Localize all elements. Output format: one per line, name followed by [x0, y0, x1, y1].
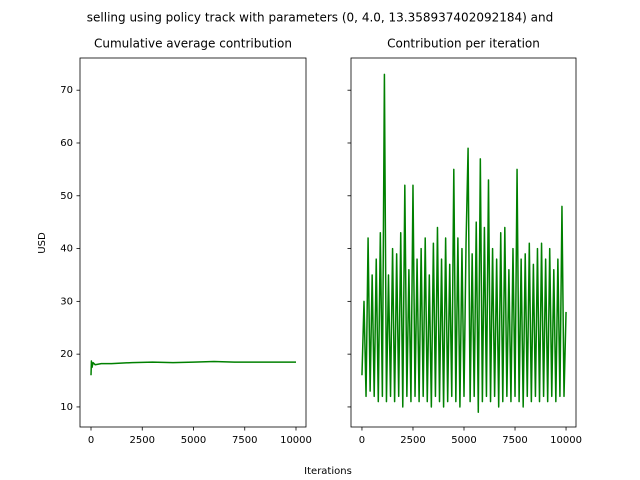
x-tick-label: 0	[359, 435, 365, 446]
x-tick-label: 10000	[550, 435, 582, 446]
subplot-title: Cumulative average contribution	[94, 37, 292, 51]
x-tick-label: 2500	[130, 435, 155, 446]
y-tick-label: 10	[60, 402, 73, 413]
x-axis-label: Iterations	[304, 466, 352, 477]
y-axis-label: USD	[37, 232, 48, 254]
axes-frame	[79, 57, 307, 428]
x-tick-label: 5000	[451, 435, 476, 446]
x-tick-label: 5000	[181, 435, 206, 446]
x-tick-label: 0	[88, 435, 94, 446]
line	[90, 360, 296, 376]
y-tick-label: 70	[60, 85, 73, 96]
y-tick-label: 50	[60, 191, 73, 202]
x-tick-label: 10000	[280, 435, 312, 446]
subplot-title: Contribution per iteration	[387, 37, 540, 51]
axes-frame	[350, 57, 577, 428]
suptitle: selling using policy track with paramete…	[87, 11, 553, 25]
x-tick-label: 2500	[400, 435, 425, 446]
x-tick-label: 7500	[502, 435, 527, 446]
y-tick-label: 20	[60, 349, 73, 360]
x-tick-label: 7500	[232, 435, 257, 446]
y-tick-label: 40	[60, 244, 73, 255]
line	[361, 73, 567, 413]
y-tick-label: 60	[60, 138, 73, 149]
y-tick-label: 30	[60, 296, 73, 307]
